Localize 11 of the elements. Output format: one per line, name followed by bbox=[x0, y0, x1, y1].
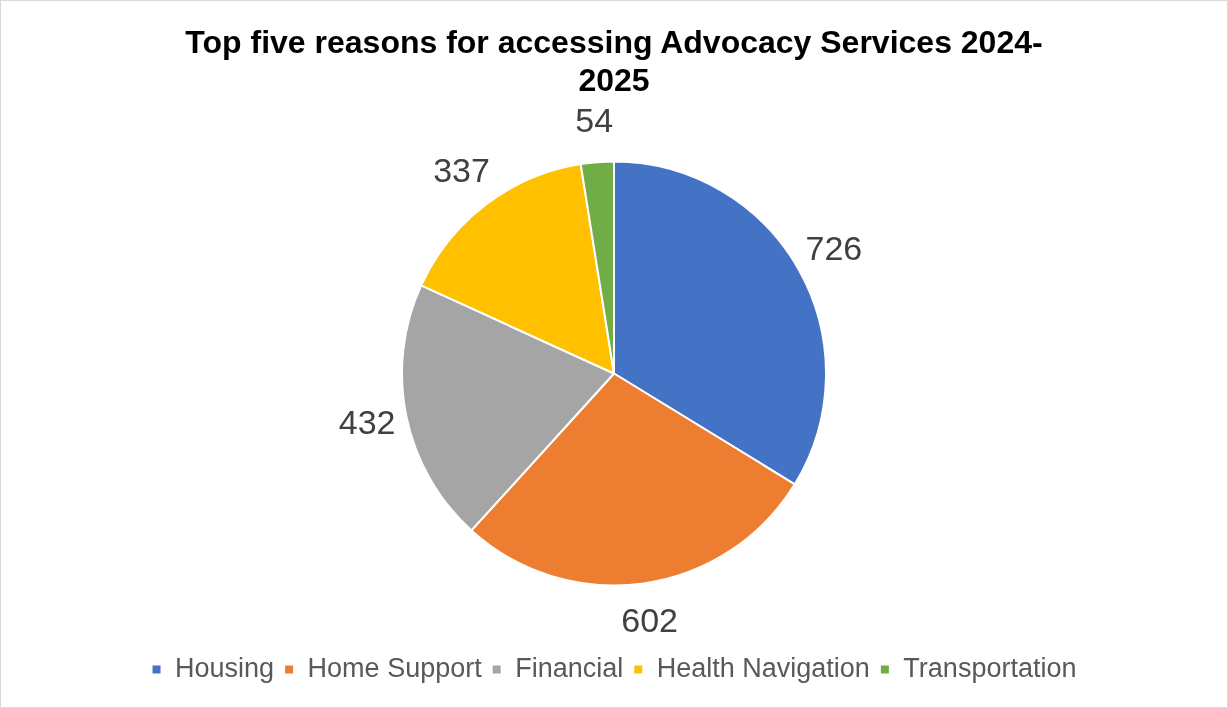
legend-label: Housing bbox=[175, 652, 275, 683]
data-label: 432 bbox=[338, 402, 396, 441]
data-label: 602 bbox=[621, 601, 678, 640]
legend-label: Home Support bbox=[307, 652, 483, 683]
chart-title: Top five reasons for accessing Advocacy Services 2024-2025 bbox=[184, 23, 1044, 100]
data-label: 726 bbox=[805, 228, 863, 267]
legend-label: Health Navigation bbox=[656, 652, 870, 683]
legend-label: Transportation bbox=[903, 652, 1077, 683]
data-label: 54 bbox=[575, 100, 614, 139]
legend-label: Financial bbox=[515, 652, 624, 683]
data-label: 337 bbox=[433, 151, 490, 190]
